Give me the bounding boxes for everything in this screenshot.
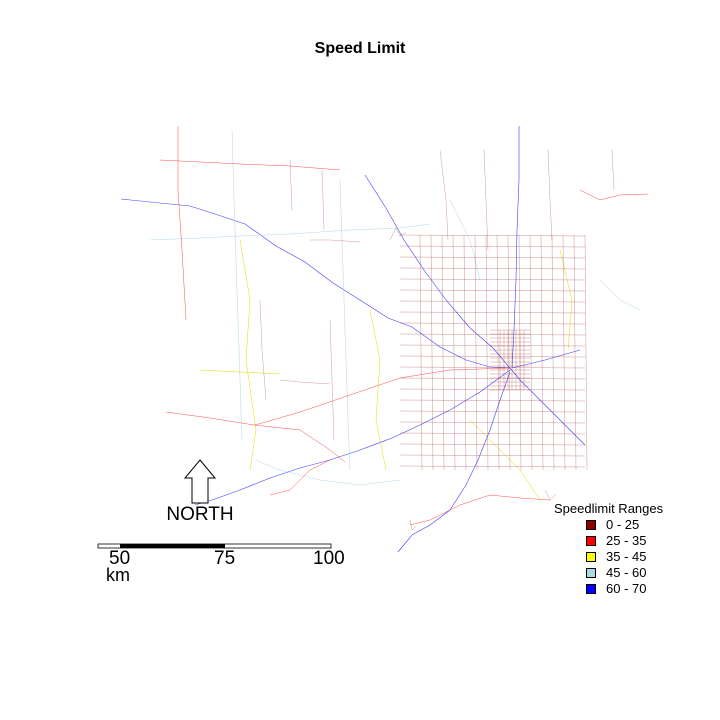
legend-item: 35 - 45 [554, 549, 714, 564]
north-label: NORTH [166, 504, 234, 525]
roads-0-25 [399, 234, 588, 471]
legend-item: 25 - 35 [554, 533, 714, 548]
map-title: Speed Limit [314, 40, 406, 57]
scale-unit: km [106, 565, 130, 585]
legend-title: Speedlimit Ranges [554, 501, 664, 516]
legend-label: 35 - 45 [606, 549, 647, 564]
roads-0-25-rural [259, 149, 615, 531]
legend-item: 60 - 70 [554, 581, 714, 596]
scale-bar: 50 75 100 km [95, 538, 355, 588]
roads-45-60 [149, 129, 641, 486]
legend-item: 0 - 25 [554, 517, 714, 532]
north-arrow: NORTH [160, 458, 240, 528]
legend-swatch [586, 568, 596, 578]
scale-tick-3: 100 [313, 548, 345, 569]
legend-item: 45 - 60 [554, 565, 714, 580]
scale-tick-2: 75 [214, 548, 236, 569]
legend-label: 0 - 25 [606, 517, 640, 532]
scale-tick-1: 50 [109, 548, 131, 569]
scale-bar-graphic [97, 543, 332, 549]
legend-swatch [586, 536, 596, 546]
legend-label: 45 - 60 [606, 565, 647, 580]
legend: Speedlimit Ranges 0 - 25 25 - 35 35 - 45… [554, 501, 714, 596]
north-arrow-icon [183, 459, 217, 504]
legend-swatch [586, 552, 596, 562]
roads-60-70 [120, 126, 586, 553]
legend-swatch [586, 520, 596, 530]
legend-swatch [586, 584, 596, 594]
legend-label: 25 - 35 [606, 533, 647, 548]
legend-label: 60 - 70 [606, 581, 647, 596]
roads-25-35 [159, 126, 649, 526]
